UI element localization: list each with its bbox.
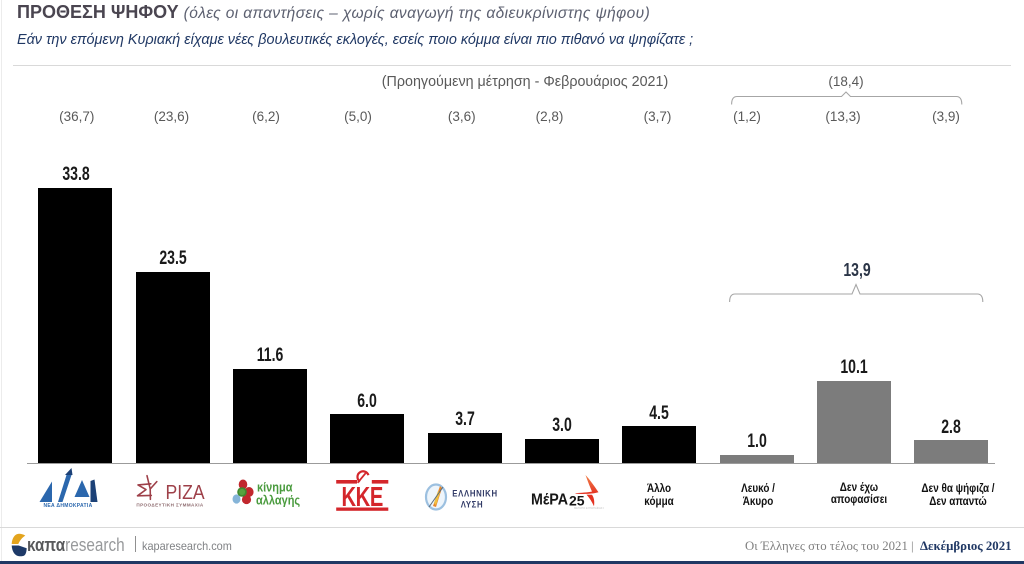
svg-text:αλλαγής: αλλαγής <box>256 494 300 508</box>
svg-text:ΝΕΑ ΔΗΜΟΚΡΑΤΙΑ: ΝΕΑ ΔΗΜΟΚΡΑΤΙΑ <box>43 503 92 509</box>
svg-text:ΜέΡΑ: ΜέΡΑ <box>531 492 568 509</box>
svg-text:ΠΡΟΟΔΕΥΤΙΚΗ ΣΥΜΜΑΧΙΑ: ΠΡΟΟΔΕΥΤΙΚΗ ΣΥΜΜΑΧΙΑ <box>136 502 204 507</box>
svg-text:25: 25 <box>569 493 585 509</box>
svg-text:κίνημα: κίνημα <box>257 481 293 495</box>
svg-text:ΡΙΖΑ: ΡΙΖΑ <box>166 482 205 505</box>
svg-text:ΛΥΣΗ: ΛΥΣΗ <box>461 499 484 510</box>
svg-text:ΚΚΕ: ΚΚΕ <box>341 482 383 513</box>
svg-text:ΜΕΤΩΠΟ ΕΥΡΩΠΑΪΚΗΣ ΡΕΑΛΙΣΤΙΚΗΣ: ΜΕΤΩΠΟ ΕΥΡΩΠΑΪΚΗΣ ΡΕΑΛΙΣΤΙΚΗΣ ΑΝΥΠΑΚΟΗΣ <box>574 506 604 510</box>
svg-text:ΕΛΛΗΝΙΚΗ: ΕΛΛΗΝΙΚΗ <box>452 488 497 499</box>
